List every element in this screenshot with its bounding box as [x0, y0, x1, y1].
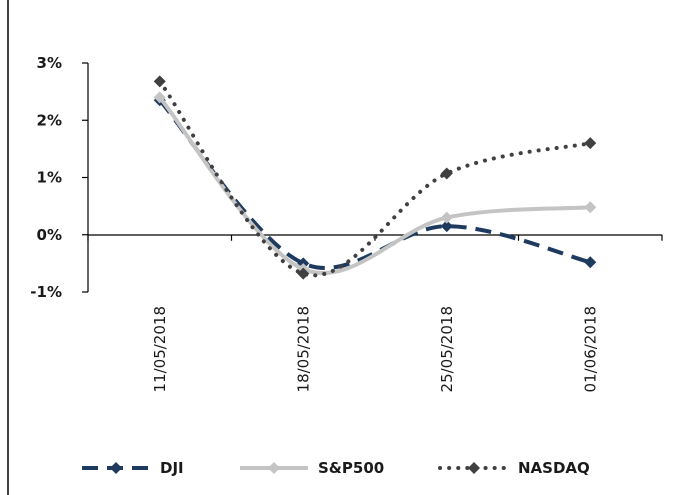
- x-tick-label: 18/05/2018: [294, 306, 312, 392]
- y-axis-ticks: 3% 2% 1% 0% -1%: [30, 54, 88, 301]
- y-tick-label: 1%: [37, 169, 62, 187]
- legend-marker-nasdaq: [468, 462, 480, 474]
- data-point-sp500: [440, 211, 453, 224]
- series-layer: [153, 75, 597, 280]
- y-tick-label: 2%: [37, 111, 62, 129]
- series-line-nasdaq: [157, 79, 593, 278]
- series-line-sp500: [158, 96, 591, 276]
- y-tick-label: -1%: [30, 283, 62, 301]
- legend-label-dji: DJI: [160, 459, 184, 477]
- data-point-sp500: [153, 91, 166, 104]
- x-axis-ticks: 11/05/2018 18/05/2018 25/05/2018 01/06/2018: [87, 234, 663, 392]
- data-point-nasdaq: [440, 167, 453, 180]
- x-tick-label: 01/06/2018: [581, 306, 599, 392]
- legend-marker-dji: [110, 462, 122, 474]
- legend-marker-sp500: [268, 462, 280, 474]
- y-tick-label: 3%: [37, 54, 62, 72]
- series-line-dji: [158, 98, 591, 270]
- x-tick-label: 25/05/2018: [438, 306, 456, 392]
- data-point-nasdaq: [153, 75, 166, 88]
- data-point-nasdaq: [297, 267, 310, 280]
- legend-label-sp500: S&P500: [318, 459, 384, 477]
- data-point-sp500: [584, 201, 597, 214]
- x-tick-label: 11/05/2018: [151, 306, 169, 392]
- data-point-nasdaq: [584, 137, 597, 150]
- legend-label-nasdaq: NASDAQ: [518, 459, 590, 477]
- legend: DJI S&P500 NASDAQ: [82, 459, 590, 477]
- y-tick-label: 0%: [37, 226, 62, 244]
- data-point-dji: [584, 256, 597, 269]
- data-point-dji: [440, 220, 453, 233]
